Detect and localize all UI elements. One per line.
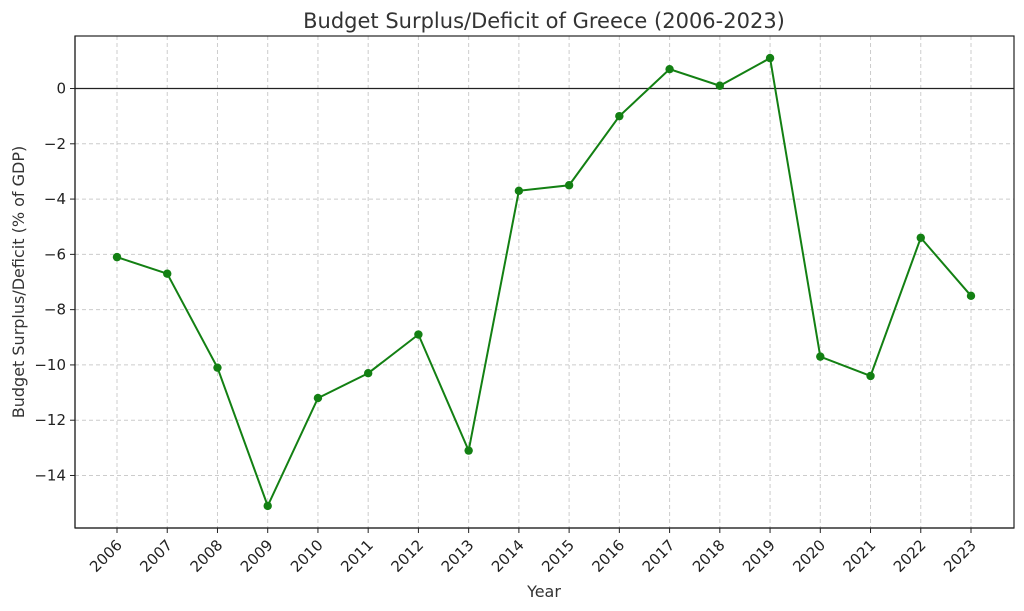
x-tick-label: 2014 bbox=[488, 536, 528, 576]
data-point bbox=[213, 363, 222, 372]
data-point bbox=[765, 53, 775, 63]
data-point bbox=[715, 81, 725, 90]
plot-frame bbox=[74, 35, 1015, 529]
y-tick-label: −14 bbox=[34, 466, 66, 484]
data-point bbox=[615, 111, 624, 121]
x-tick-label: 2011 bbox=[337, 536, 377, 576]
y-axis: 0 −2 −4 −6 −8 −10 −12 −14 bbox=[34, 36, 76, 528]
chart-title: Budget Surplus/Deficit of Greece (2006-2… bbox=[303, 9, 785, 33]
x-tick-label: 2008 bbox=[187, 536, 227, 576]
data-point bbox=[916, 233, 925, 242]
data-point bbox=[313, 393, 323, 403]
y-tick-label: −10 bbox=[34, 356, 66, 374]
x-tick-label: 2015 bbox=[538, 536, 578, 576]
data-point bbox=[665, 64, 674, 74]
x-tick-label: 2017 bbox=[639, 536, 679, 576]
x-tick-label: 2016 bbox=[588, 536, 628, 576]
data-point bbox=[816, 352, 825, 361]
y-axis-label: Budget Surplus/Deficit (% of GDP) bbox=[9, 146, 28, 418]
data-point bbox=[263, 501, 272, 511]
y-tick-label: −12 bbox=[34, 411, 66, 429]
x-tick-label: 2021 bbox=[840, 536, 880, 576]
y-tick-label: −4 bbox=[44, 190, 66, 208]
data-point bbox=[564, 181, 574, 190]
data-point bbox=[514, 186, 524, 195]
series-layer bbox=[112, 53, 976, 511]
x-tick-label: 2007 bbox=[136, 536, 176, 576]
y-tick-label: −6 bbox=[44, 245, 66, 263]
x-tick-label: 2006 bbox=[86, 536, 126, 576]
x-tick-label: 2023 bbox=[940, 536, 980, 576]
grid bbox=[75, 36, 1014, 528]
y-tick-label: −2 bbox=[44, 135, 66, 153]
data-point bbox=[363, 369, 373, 378]
x-tick-label: 2009 bbox=[237, 536, 277, 576]
x-tick-label: 2013 bbox=[438, 536, 478, 576]
y-tick-label: −8 bbox=[44, 301, 66, 319]
x-tick-label: 2018 bbox=[689, 536, 729, 576]
series-line bbox=[116, 56, 972, 509]
x-tick-label: 2020 bbox=[789, 536, 829, 576]
x-tick-label: 2012 bbox=[388, 536, 428, 576]
data-point bbox=[112, 252, 122, 262]
x-tick-label: 2019 bbox=[739, 536, 779, 576]
x-axis: 2006 2007 2008 2009 2010 2011 2012 2013 2014 2015… bbox=[75, 527, 1014, 576]
data-point bbox=[464, 446, 473, 455]
data-point bbox=[966, 291, 976, 301]
x-tick-label: 2022 bbox=[890, 536, 930, 576]
x-axis-label: Year bbox=[526, 582, 561, 601]
data-point bbox=[414, 330, 423, 339]
data-point bbox=[866, 371, 875, 381]
x-tick-label: 2010 bbox=[287, 536, 327, 576]
data-point bbox=[163, 269, 172, 278]
y-tick-label: 0 bbox=[56, 80, 66, 98]
